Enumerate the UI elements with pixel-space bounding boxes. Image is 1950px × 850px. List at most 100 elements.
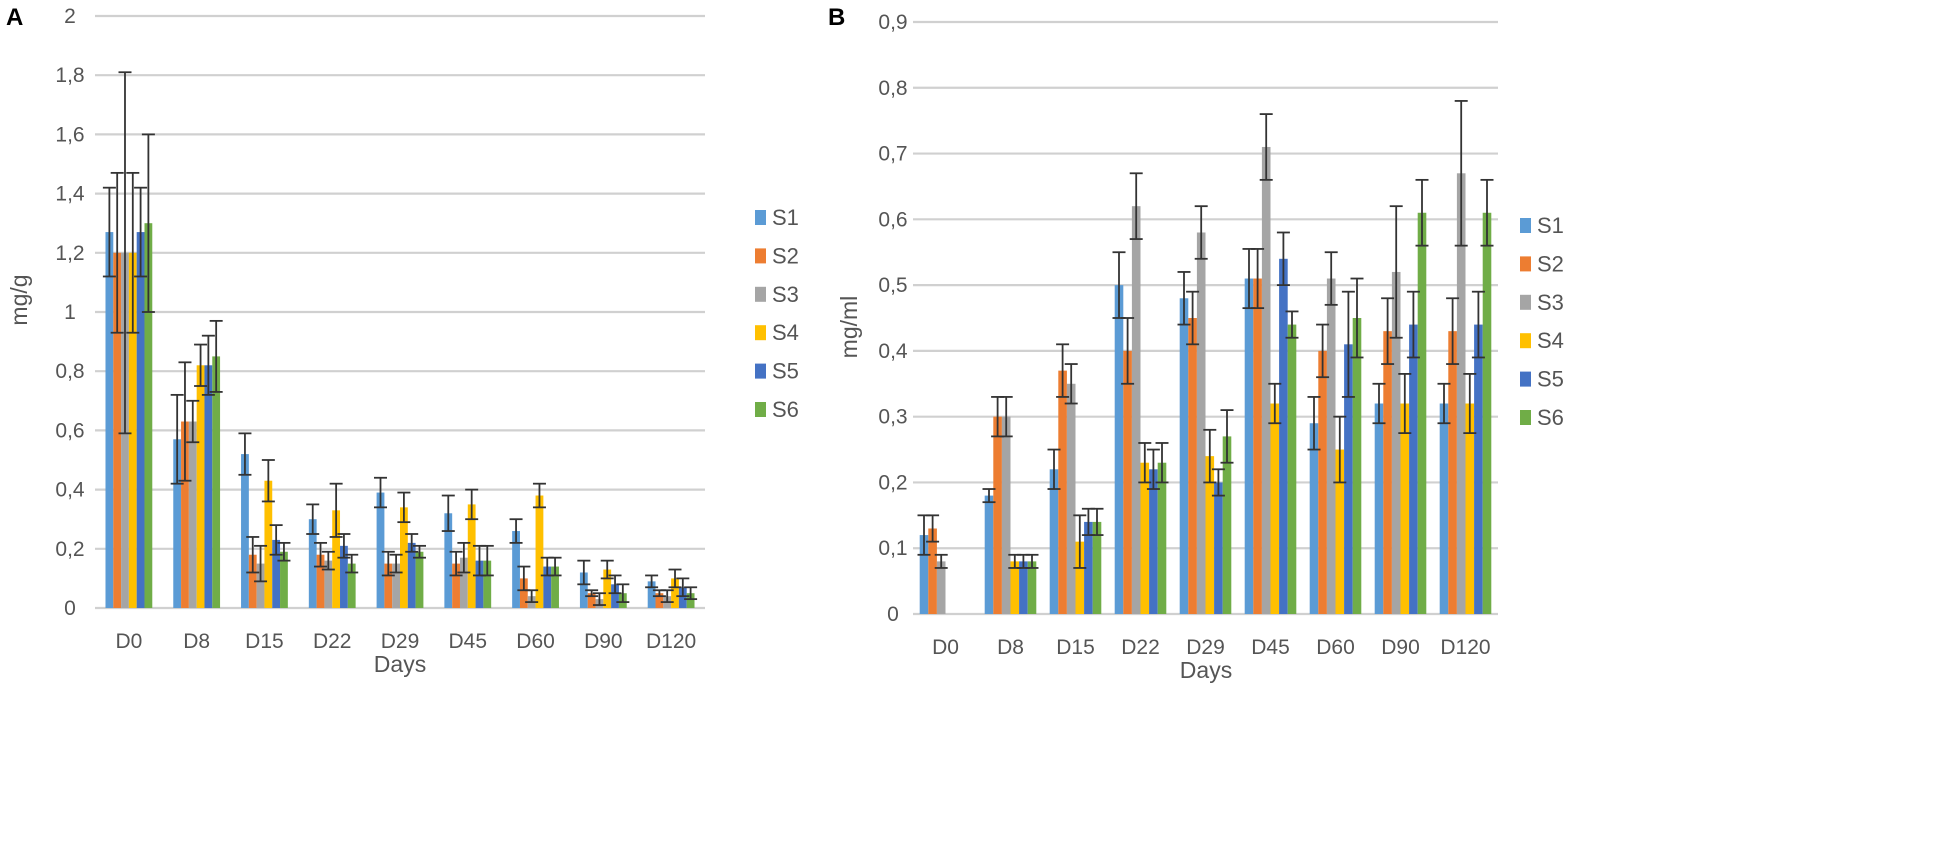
legend-label: S1: [772, 205, 799, 230]
bar: [400, 507, 408, 608]
legend-swatch: [755, 363, 766, 379]
bar: [512, 531, 520, 608]
bar: [579, 572, 588, 608]
bar: [1010, 561, 1020, 614]
bar: [1456, 173, 1466, 615]
bar: [1261, 146, 1271, 614]
y-tick-label: 0,4: [55, 479, 85, 502]
bar: [1279, 258, 1288, 614]
panel-a-legend: S1 S2 S3 S4 S5 S6: [755, 205, 799, 422]
bar: [993, 416, 1002, 614]
legend-swatch: [755, 210, 766, 225]
bar: [1253, 278, 1262, 614]
legend-label: S2: [772, 243, 799, 268]
bar: [678, 587, 687, 608]
bar: [144, 223, 153, 608]
bar: [1391, 271, 1401, 614]
x-tick-label: D90: [1381, 636, 1420, 659]
legend-label: S6: [1537, 405, 1564, 430]
y-tick-label: 0,8: [55, 360, 84, 383]
legend-label: S5: [772, 359, 799, 384]
bar: [1344, 344, 1353, 614]
bar: [384, 563, 393, 608]
bar: [308, 519, 317, 608]
bar: [1123, 350, 1132, 614]
panel-b-x-axis-title: Days: [1180, 657, 1232, 683]
y-tick-label: 1,2: [55, 242, 84, 265]
bar: [1439, 403, 1449, 614]
legend-swatch: [1520, 294, 1531, 310]
bar: [1287, 324, 1297, 614]
y-tick-label: 2: [64, 5, 76, 28]
bar: [212, 356, 221, 608]
bar: [248, 554, 257, 608]
y-tick-label: 0,9: [878, 11, 907, 34]
bar: [1326, 278, 1336, 614]
bar: [1400, 403, 1410, 614]
panel-a-y-axis-title: mg/g: [6, 274, 32, 325]
legend-label: S3: [772, 282, 799, 307]
x-tick-label: D15: [245, 630, 284, 653]
bar: [1335, 449, 1345, 614]
y-tick-label: 0,6: [55, 419, 84, 442]
bar: [1474, 324, 1483, 614]
bar: [1058, 370, 1067, 614]
panel-b-chart: B 0 0,1 0,2 0,3 0,4 0,5 0,6 0,7 0,8 0,9 D0 D8 D15 D2…: [828, 4, 1564, 683]
bar: [444, 513, 453, 608]
bar: [1027, 561, 1037, 614]
bar: [316, 554, 325, 608]
y-tick-label: 0,7: [878, 143, 907, 166]
legend-label: S6: [772, 397, 799, 422]
y-tick-label: 0: [64, 597, 76, 620]
bar: [1066, 383, 1076, 614]
bar: [1417, 212, 1427, 614]
bar: [459, 557, 468, 608]
y-tick-label: 1: [64, 301, 76, 324]
bar: [936, 561, 946, 614]
bar: [1409, 324, 1418, 614]
bar: [1140, 462, 1150, 614]
y-tick-label: 1,6: [55, 123, 84, 146]
bar: [647, 581, 656, 608]
bar: [1352, 318, 1362, 614]
panel-b-label: B: [828, 4, 845, 31]
bar: [188, 421, 197, 608]
bar: [483, 560, 492, 608]
bar: [928, 528, 937, 614]
bar: [535, 495, 544, 608]
bar: [181, 421, 189, 608]
x-tick-label: D15: [1056, 636, 1095, 659]
legend-label: S4: [772, 320, 799, 345]
panel-b-legend: S1 S2 S3 S4 S5 S6: [1520, 213, 1564, 430]
x-tick-label: D45: [449, 630, 488, 653]
x-tick-label: D0: [115, 630, 142, 653]
legend-label: S5: [1537, 367, 1564, 392]
bar: [173, 439, 182, 608]
bar: [1157, 462, 1167, 614]
bar: [984, 495, 994, 614]
panel-a-y-ticks: 0 0,2 0,4 0,6 0,8 1 1,2 1,4 1,6 1,8 2: [55, 5, 85, 620]
panel-b-x-ticks: D0 D8 D15 D22 D29 D45 D60 D90 D120: [932, 636, 1491, 659]
bar: [587, 593, 596, 608]
x-tick-label: D22: [1121, 636, 1160, 659]
bar: [1019, 561, 1028, 614]
bar: [340, 545, 348, 608]
bar: [1075, 541, 1085, 614]
y-tick-label: 0,3: [878, 406, 907, 429]
x-tick-label: D8: [997, 636, 1024, 659]
y-tick-label: 1,8: [55, 64, 84, 87]
x-tick-label: D90: [584, 630, 623, 653]
bar: [1179, 298, 1189, 614]
bar: [1001, 416, 1011, 614]
bar: [415, 551, 424, 608]
bar: [1448, 331, 1457, 614]
legend-swatch: [1520, 256, 1531, 272]
y-tick-label: 0: [887, 603, 899, 626]
panel-a-error-bars: [102, 71, 698, 606]
bar: [603, 569, 612, 608]
panel-b-y-axis-title: mg/ml: [836, 296, 862, 359]
x-tick-label: D60: [516, 630, 555, 653]
bar: [1374, 403, 1384, 614]
bar: [1318, 350, 1327, 614]
